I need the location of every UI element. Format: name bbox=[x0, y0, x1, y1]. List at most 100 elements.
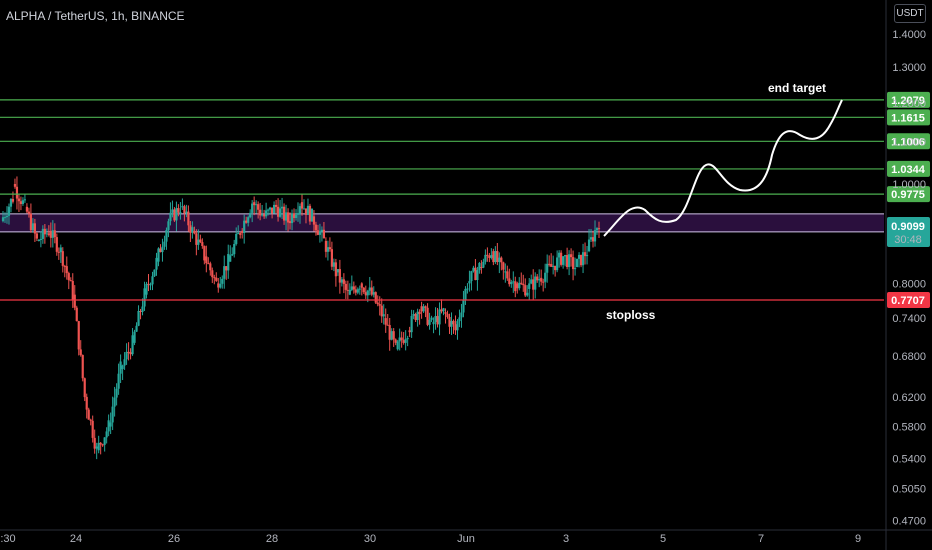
y-tick-label: 0.5800 bbox=[892, 422, 926, 434]
candle-body bbox=[356, 289, 359, 293]
candle-body bbox=[322, 229, 326, 239]
candle-body bbox=[420, 306, 423, 312]
candle-body bbox=[93, 437, 96, 449]
candle-body bbox=[199, 239, 202, 243]
candle-body bbox=[334, 262, 337, 277]
candle-body bbox=[259, 209, 262, 216]
candle-body bbox=[157, 248, 160, 262]
candle-body bbox=[368, 287, 371, 291]
candle-body bbox=[219, 283, 222, 288]
candle-body bbox=[587, 239, 591, 252]
candle-body bbox=[129, 352, 132, 355]
candle-body bbox=[418, 311, 421, 315]
candle-body bbox=[169, 212, 172, 222]
candle-body bbox=[19, 201, 23, 204]
current-price-badge bbox=[887, 217, 930, 248]
level-price-badge bbox=[887, 133, 930, 150]
annotation-stoploss: stoploss bbox=[606, 308, 656, 322]
candle-body bbox=[267, 209, 270, 211]
candle-body bbox=[579, 254, 583, 266]
candle-body bbox=[306, 205, 310, 215]
candle-body bbox=[448, 317, 451, 327]
y-tick-label: 0.7400 bbox=[892, 313, 926, 325]
candle-body bbox=[392, 331, 395, 340]
candle-body bbox=[422, 306, 425, 312]
candle-body bbox=[492, 251, 495, 263]
chart-title: ALPHA / TetherUS, 1h, BINANCE bbox=[6, 9, 185, 23]
candle-body bbox=[374, 292, 377, 303]
candle-body bbox=[159, 248, 162, 253]
candle-body bbox=[235, 233, 238, 244]
candle-body bbox=[63, 265, 66, 267]
candle-body bbox=[544, 272, 547, 282]
candle-body bbox=[255, 204, 258, 206]
candle-body bbox=[506, 271, 509, 279]
candle-body bbox=[272, 204, 276, 214]
candle-body bbox=[207, 263, 210, 265]
candle-body bbox=[55, 237, 58, 252]
candle-body bbox=[107, 420, 110, 432]
candle-body bbox=[35, 233, 38, 239]
currency-button[interactable]: USDT bbox=[894, 4, 926, 23]
countdown-label: 30:48 bbox=[894, 234, 922, 246]
candle-body bbox=[141, 306, 144, 312]
candle-body bbox=[400, 337, 403, 341]
candle-body bbox=[284, 212, 288, 221]
candle-body bbox=[583, 252, 587, 257]
candle-body bbox=[414, 314, 417, 321]
candle-body bbox=[460, 312, 463, 318]
candle-body bbox=[500, 257, 503, 263]
candle-body bbox=[558, 252, 561, 258]
candle-body bbox=[478, 263, 481, 271]
candle-body bbox=[406, 338, 409, 340]
candle-body bbox=[408, 330, 411, 333]
candle-body bbox=[480, 266, 483, 268]
candle-body bbox=[203, 246, 206, 261]
candle-body bbox=[571, 257, 575, 270]
candle-body bbox=[143, 288, 146, 307]
candle-body bbox=[518, 282, 521, 289]
candle-body bbox=[350, 286, 353, 290]
candle-body bbox=[520, 282, 523, 284]
candle-body bbox=[269, 207, 272, 210]
candle-body bbox=[45, 233, 48, 235]
annotation-end-target: end target bbox=[768, 81, 826, 95]
candle-body bbox=[165, 230, 168, 242]
y-tick-label: 1.1000 bbox=[892, 137, 926, 149]
candle-body bbox=[31, 223, 34, 231]
candle-body bbox=[229, 255, 232, 262]
candle-body bbox=[274, 204, 278, 207]
candle-body bbox=[263, 214, 266, 217]
candle-body bbox=[241, 230, 244, 233]
candle-body bbox=[237, 233, 240, 235]
candle-body bbox=[270, 207, 274, 214]
candle-body bbox=[364, 292, 367, 296]
candle-body bbox=[47, 233, 50, 236]
projection-path bbox=[603, 99, 843, 237]
candle-body bbox=[508, 278, 511, 285]
candle-body bbox=[486, 254, 489, 256]
candle-body bbox=[147, 283, 150, 285]
y-tick-label: 0.4700 bbox=[892, 515, 926, 527]
candle-body bbox=[560, 252, 563, 265]
candle-body bbox=[581, 252, 585, 266]
candle-body bbox=[61, 251, 64, 266]
candle-body bbox=[476, 270, 479, 281]
candle-body bbox=[105, 431, 108, 438]
candle-body bbox=[278, 208, 282, 217]
x-tick-label: 24 bbox=[70, 533, 82, 545]
level-price-label: 1.1615 bbox=[891, 112, 925, 124]
candle-body bbox=[564, 255, 567, 257]
candle-body bbox=[37, 240, 40, 242]
candle-body bbox=[440, 309, 443, 312]
candle-body bbox=[386, 324, 389, 326]
candle-body bbox=[354, 289, 357, 293]
candle-body bbox=[450, 320, 453, 327]
level-price-label: 1.0344 bbox=[891, 164, 926, 176]
level-price-label: 0.9775 bbox=[891, 189, 925, 201]
candle-body bbox=[346, 289, 349, 291]
candle-body bbox=[179, 212, 182, 214]
candle-body bbox=[298, 206, 302, 214]
